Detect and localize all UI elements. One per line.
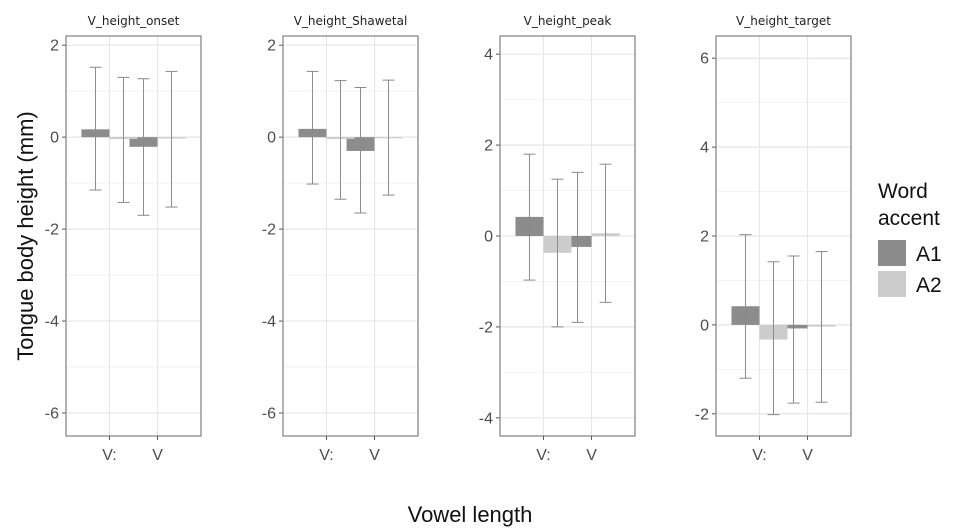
y-tick-label: 2	[484, 138, 493, 155]
error-bar-a2-2	[815, 251, 828, 403]
facet-title: V_height_peak	[524, 14, 612, 28]
y-tick-label: -4	[45, 314, 59, 331]
error-bar-a1-2	[571, 171, 584, 323]
error-bar-a2-1	[117, 76, 130, 203]
error-bar-a2-2	[599, 163, 612, 303]
error-bar-a1-2	[354, 86, 367, 214]
x-tick-label: V	[152, 447, 163, 464]
error-bar-a2-2	[382, 79, 395, 196]
legend: Word accent A1 A2	[878, 180, 942, 297]
legend-key-a2	[878, 271, 906, 297]
error-bar-a2-1	[334, 80, 347, 200]
y-tick-label: 2	[50, 38, 59, 55]
y-tick-label: 0	[267, 130, 276, 147]
y-tick-label: -2	[262, 222, 276, 239]
y-tick-label: -4	[479, 410, 493, 427]
y-tick-label: -6	[262, 406, 276, 423]
error-bar-a2-1	[767, 261, 780, 416]
error-bar-a1-1	[89, 66, 102, 191]
y-tick-label: -2	[45, 222, 59, 239]
error-bar-a1-2	[137, 78, 150, 216]
y-tick-label: -4	[262, 314, 276, 331]
y-tick-label: 4	[700, 140, 709, 157]
error-bar-a1-2	[787, 255, 800, 404]
panel-4: 6 4 2 0 -2 V: V V_height_target	[695, 14, 852, 464]
x-tick-label: V	[586, 447, 597, 464]
panel-border	[715, 35, 852, 437]
x-tick-label: V:	[536, 447, 551, 464]
y-tick-label: -2	[695, 406, 709, 423]
y-tick-label: 0	[484, 229, 493, 246]
error-bar-a2-1	[551, 178, 564, 328]
panel-2: 2 0 -2 -4 -6 V: V V_height_Shawetal	[262, 14, 419, 464]
facet-title: V_height_Shawetal	[294, 14, 408, 28]
y-tick-label: 2	[700, 229, 709, 246]
x-tick-label: V:	[102, 447, 117, 464]
y-tick-label: 0	[700, 317, 709, 334]
x-tick-label: V	[802, 447, 813, 464]
facet-title: V_height_onset	[88, 14, 180, 28]
x-tick-label: V:	[319, 447, 334, 464]
error-bar-a2-2	[165, 70, 178, 208]
y-tick-label: 6	[700, 51, 709, 68]
panel-3: 4 2 0 -2 -4 V: V V_height_peak	[479, 14, 636, 464]
x-tick-label: V	[369, 447, 380, 464]
panel-border	[65, 35, 202, 437]
error-bar-a1-1	[306, 70, 319, 185]
legend-label-a2: A2	[916, 274, 942, 297]
error-bar-a1-1	[739, 234, 752, 379]
panel-border	[282, 35, 419, 437]
y-tick-label: 0	[50, 130, 59, 147]
y-tick-label: -6	[45, 406, 59, 423]
legend-title-line-1: Word	[878, 180, 928, 203]
legend-key-a1	[878, 240, 906, 266]
legend-title-line-2: accent	[878, 207, 940, 230]
panel-border	[499, 35, 636, 437]
y-tick-label: 4	[484, 47, 493, 64]
legend-label-a1: A1	[916, 243, 942, 266]
error-bar-a1-1	[523, 153, 536, 281]
y-axis-title: Tongue body height (mm)	[13, 111, 38, 360]
x-tick-label: V:	[752, 447, 767, 464]
facet-title: V_height_target	[736, 14, 831, 28]
x-axis-title: Vowel length	[408, 502, 533, 527]
y-tick-label: 2	[267, 38, 276, 55]
chart-panels: 2 0 -2 -4 -6 V: V V_height_onset 2 0 -2 -4 -6 V: V V_he…	[45, 14, 852, 464]
panel-1: 2 0 -2 -4 -6 V: V V_height_onset	[45, 14, 202, 464]
y-tick-label: -2	[479, 319, 493, 336]
